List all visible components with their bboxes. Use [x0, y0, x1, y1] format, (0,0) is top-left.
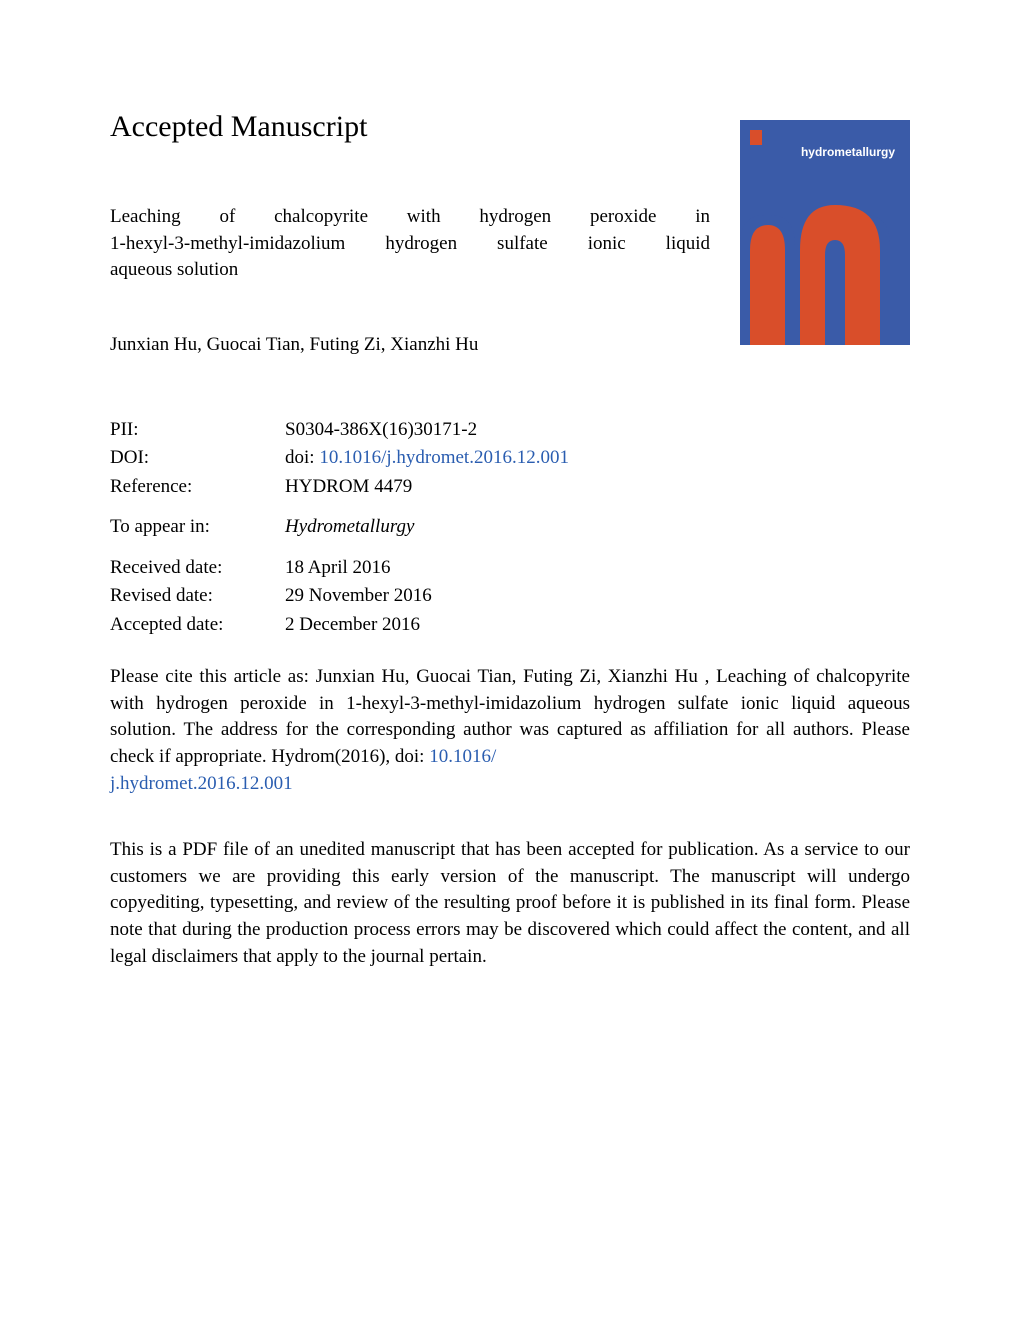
header-section: Accepted Manuscript Leaching of chalcopy… [110, 110, 910, 386]
cover-journal-name: hydrometallurgy [801, 145, 895, 159]
accepted-label: Accepted date: [110, 611, 285, 640]
meta-row-received: Received date: 18 April 2016 [110, 554, 910, 583]
meta-row-doi: DOI: doi: 10.1016/j.hydromet.2016.12.001 [110, 444, 910, 473]
cover-m-logo-icon [740, 195, 910, 345]
revised-value: 29 November 2016 [285, 582, 910, 611]
meta-row-reference: Reference: HYDROM 4479 [110, 473, 910, 502]
doi-prefix: doi: [285, 447, 319, 468]
meta-row-pii: PII: S0304-386X(16)30171-2 [110, 416, 910, 445]
citation-doi-link-part2[interactable]: j.hydromet.2016.12.001 [110, 773, 293, 794]
received-label: Received date: [110, 554, 285, 583]
reference-label: Reference: [110, 473, 285, 502]
doi-link[interactable]: 10.1016/j.hydromet.2016.12.001 [319, 447, 569, 468]
page-heading: Accepted Manuscript [110, 110, 710, 144]
revised-label: Revised date: [110, 582, 285, 611]
appear-label: To appear in: [110, 513, 285, 542]
citation-body: Please cite this article as: Junxian Hu,… [110, 666, 910, 767]
doi-label: DOI: [110, 444, 285, 473]
title-line-3: aqueous solution [110, 257, 710, 284]
publisher-badge-icon [750, 130, 762, 145]
article-title: Leaching of chalcopyrite with hydrogen p… [110, 204, 710, 284]
citation-doi-link-part1[interactable]: 10.1016/ [429, 746, 496, 767]
meta-row-revised: Revised date: 29 November 2016 [110, 582, 910, 611]
reference-value: HYDROM 4479 [285, 473, 910, 502]
accepted-value: 2 December 2016 [285, 611, 910, 640]
received-value: 18 April 2016 [285, 554, 910, 583]
meta-row-accepted: Accepted date: 2 December 2016 [110, 611, 910, 640]
title-line-2: 1-hexyl-3-methyl-imidazolium hydrogen su… [110, 231, 710, 258]
doi-value: doi: 10.1016/j.hydromet.2016.12.001 [285, 444, 910, 473]
pii-value: S0304-386X(16)30171-2 [285, 416, 910, 445]
citation-text: Please cite this article as: Junxian Hu,… [110, 664, 910, 797]
meta-row-appear: To appear in: Hydrometallurgy [110, 513, 910, 542]
appear-value: Hydrometallurgy [285, 513, 910, 542]
authors: Junxian Hu, Guocai Tian, Futing Zi, Xian… [110, 334, 710, 356]
pii-label: PII: [110, 416, 285, 445]
disclaimer-text: This is a PDF file of an unedited manusc… [110, 837, 910, 970]
left-column: Accepted Manuscript Leaching of chalcopy… [110, 110, 740, 386]
metadata-table: PII: S0304-386X(16)30171-2 DOI: doi: 10.… [110, 416, 910, 640]
journal-cover: hydrometallurgy [740, 120, 910, 345]
title-line-1: Leaching of chalcopyrite with hydrogen p… [110, 204, 710, 231]
